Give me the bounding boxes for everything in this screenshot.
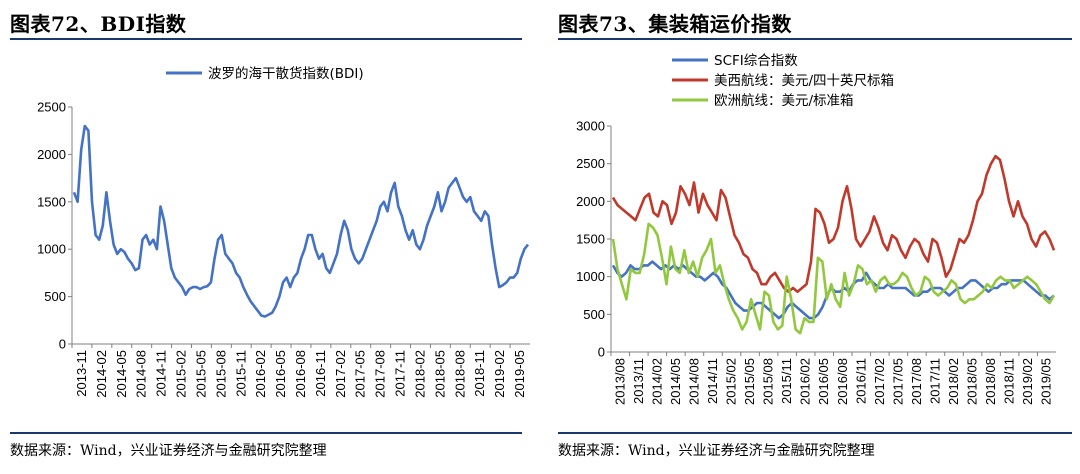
x-tick-label: 2017/11 bbox=[927, 358, 942, 404]
x-tick-label: 2013/08 bbox=[612, 358, 627, 405]
source-rule bbox=[558, 432, 1072, 434]
series-line bbox=[72, 124, 530, 318]
x-tick-label: 2016-05 bbox=[273, 350, 288, 398]
x-tick-label: 2018/02 bbox=[946, 358, 961, 405]
x-tick-label: 2013/11 bbox=[631, 358, 646, 404]
x-tick-label: 2016-02 bbox=[253, 350, 268, 398]
x-tick-label: 2018/05 bbox=[965, 358, 980, 405]
figure-title: 图表73、集装箱运价指数 bbox=[558, 12, 792, 36]
x-tick-label: 2018/08 bbox=[983, 358, 998, 405]
container-freight-panel: 图表73、集装箱运价指数 0 500 1000 1500 2000 2500 3000 201… bbox=[548, 0, 1080, 474]
legend-label: 欧洲航线：美元/标准箱 bbox=[714, 93, 854, 109]
bdi-chart: 0 500 1000 1500 2000 2500 2013-11 2014-02 2014-0… bbox=[37, 65, 530, 398]
x-tick-label: 2016/11 bbox=[853, 358, 868, 404]
x-tick-label: 2014/02 bbox=[649, 358, 664, 405]
y-tick-label: 2500 bbox=[37, 100, 66, 115]
x-tick-label: 2014-08 bbox=[134, 350, 149, 398]
data-source: 数据来源：Wind，兴业证券经济与金融研究院整理 bbox=[10, 443, 327, 459]
x-tick-label: 2017-11 bbox=[393, 350, 408, 397]
x-tick-label: 2017-05 bbox=[353, 350, 368, 398]
legend-label: 美西航线：美元/四十英尺标箱 bbox=[714, 72, 894, 89]
x-tick-label: 2018-11 bbox=[472, 350, 487, 397]
x-tick-label: 2014/08 bbox=[686, 358, 701, 405]
title-rule bbox=[10, 38, 522, 40]
series-line bbox=[611, 222, 1056, 335]
y-tick-label: 500 bbox=[44, 289, 66, 304]
x-tick-label: 2015/11 bbox=[779, 358, 794, 404]
y-tick-label: 500 bbox=[583, 307, 605, 322]
y-tick-label: 1500 bbox=[576, 232, 605, 247]
x-tick-label: 2019-05 bbox=[512, 350, 527, 398]
x-tick-label: 2016/08 bbox=[835, 358, 850, 405]
x-tick-label: 2017/02 bbox=[872, 358, 887, 405]
source-rule bbox=[10, 432, 522, 434]
y-tick-label: 1000 bbox=[37, 242, 66, 257]
x-tick-label: 2017/08 bbox=[909, 358, 924, 405]
y-tick-label: 1500 bbox=[37, 194, 66, 209]
x-tick-label: 2019/05 bbox=[1039, 358, 1054, 405]
x-tick-label: 2015-02 bbox=[174, 350, 189, 398]
x-tick-label: 2017-08 bbox=[373, 350, 388, 398]
x-tick-label: 2016-08 bbox=[293, 350, 308, 398]
bdi-panel: 图表72、BDI指数 0 500 1000 1500 2000 2500 2013-11 20… bbox=[0, 0, 530, 474]
legend-label: 波罗的海干散货指数(BDI) bbox=[208, 65, 364, 82]
x-tick-label: 2015/05 bbox=[742, 358, 757, 405]
x-tick-label: 2014/11 bbox=[705, 358, 720, 404]
x-tick-label: 2018/11 bbox=[1002, 358, 1017, 404]
x-tick-label: 2015-08 bbox=[213, 350, 228, 398]
y-tick-label: 3000 bbox=[576, 119, 605, 134]
x-tick-label: 2015-05 bbox=[193, 350, 208, 398]
y-tick-label: 2000 bbox=[576, 194, 605, 209]
y-tick-label: 2500 bbox=[576, 156, 605, 171]
x-tick-label: 2015/08 bbox=[761, 358, 776, 405]
x-tick-label: 2017/05 bbox=[890, 358, 905, 405]
x-tick-label: 2014-02 bbox=[94, 350, 109, 398]
legend-label: SCFI综合指数 bbox=[714, 53, 798, 69]
title-rule bbox=[558, 38, 1072, 40]
x-tick-label: 2014-11 bbox=[154, 350, 169, 397]
x-tick-label: 2019/02 bbox=[1020, 358, 1035, 405]
x-tick-label: 2016/05 bbox=[816, 358, 831, 405]
x-tick-label: 2018-05 bbox=[432, 350, 447, 398]
x-tick-label: 2015/02 bbox=[724, 358, 739, 405]
figure-title: 图表72、BDI指数 bbox=[10, 12, 187, 36]
x-tick-label: 2016/02 bbox=[798, 358, 813, 405]
x-tick-label: 2019-02 bbox=[492, 350, 507, 398]
y-tick-label: 2000 bbox=[37, 147, 66, 162]
x-tick-label: 2018-08 bbox=[452, 350, 467, 398]
x-tick-label: 2015-11 bbox=[233, 350, 248, 397]
x-tick-label: 2017-02 bbox=[333, 350, 348, 398]
y-tick-label: 0 bbox=[598, 345, 605, 360]
x-tick-label: 2013-11 bbox=[74, 350, 89, 397]
y-tick-label: 1000 bbox=[576, 269, 605, 284]
data-source: 数据来源：Wind，兴业证券经济与金融研究院整理 bbox=[558, 443, 875, 459]
y-tick-label: 0 bbox=[59, 337, 66, 352]
x-tick-label: 2018-02 bbox=[412, 350, 427, 398]
series-line bbox=[611, 154, 1056, 293]
x-tick-label: 2014/05 bbox=[668, 358, 683, 405]
x-tick-label: 2014-05 bbox=[114, 350, 129, 398]
x-tick-label: 2016-11 bbox=[313, 350, 328, 397]
